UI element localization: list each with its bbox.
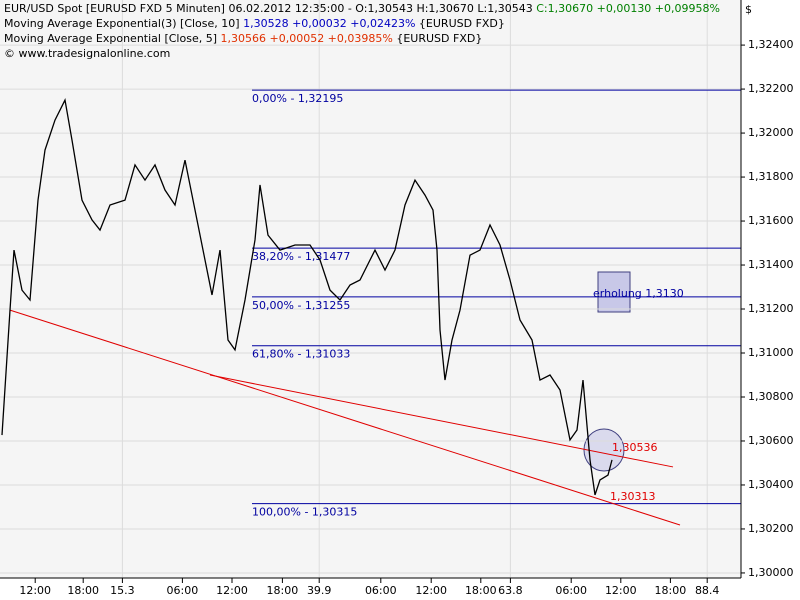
fib-label: 0,00% - 1,32195 — [252, 92, 343, 105]
x-tick-label: 18:00 — [465, 584, 497, 597]
header-text: {EURUSD FXD} — [396, 32, 482, 45]
y-tick-label: 1,31000 — [748, 346, 794, 359]
x-tick-label: 63.8 — [498, 584, 523, 597]
header-text: Moving Average Exponential(3) [Close, 10… — [4, 17, 243, 30]
y-tick-label: 1,30600 — [748, 434, 794, 447]
currency: $ — [745, 3, 752, 16]
x-tick-label: 18:00 — [655, 584, 687, 597]
header-line: EUR/USD Spot [EURUSD FXD 5 Minuten] 06.0… — [4, 2, 720, 15]
x-tick-label: 12:00 — [415, 584, 447, 597]
y-tick-label: 1,32200 — [748, 82, 794, 95]
header-text: 1,30528 +0,00032 +0,02423% — [243, 17, 419, 30]
trend-label: 1,30313 — [610, 490, 656, 503]
trend-line — [209, 374, 674, 468]
header-line: © www.tradesignalonline.com — [4, 47, 170, 60]
y-tick-label: 1,30000 — [748, 566, 794, 579]
price-line — [1, 98, 613, 496]
x-tick-label: 12:00 — [19, 584, 51, 597]
x-tick-label: 06:00 — [555, 584, 587, 597]
x-tick-label: 18:00 — [267, 584, 299, 597]
x-tick-label: 15.3 — [110, 584, 135, 597]
header-text: Moving Average Exponential [Close, 5] — [4, 32, 221, 45]
header-text: EUR/USD Spot [EURUSD FXD 5 Minuten] 06.0… — [4, 2, 355, 15]
header-text: C:1,30670 +0,00130 +0,09958% — [536, 2, 720, 15]
trend-line — [9, 309, 681, 526]
fib-label: 50,00% - 1,31255 — [252, 299, 350, 312]
header-text: {EURUSD FXD} — [419, 17, 505, 30]
header-line: Moving Average Exponential(3) [Close, 10… — [4, 17, 505, 30]
fib-label: 100,00% - 1,30315 — [252, 506, 357, 519]
x-tick-label: 12:00 — [605, 584, 637, 597]
fib-label: 61,80% - 1,31033 — [252, 348, 350, 361]
y-tick-label: 1,30800 — [748, 390, 794, 403]
header-text: O:1,30543 H:1,30670 L:1,30543 — [355, 2, 536, 15]
x-tick-label: 06:00 — [365, 584, 397, 597]
x-tick-label: 12:00 — [216, 584, 248, 597]
y-tick-label: 1,30400 — [748, 478, 794, 491]
header-line: Moving Average Exponential [Close, 5] 1,… — [4, 32, 482, 45]
y-tick-label: 1,31200 — [748, 302, 794, 315]
x-tick-label: 39.9 — [307, 584, 332, 597]
x-tick-label: 88.4 — [695, 584, 720, 597]
annotation: erholung 1,3130 — [593, 287, 684, 300]
y-tick-label: 1,31400 — [748, 258, 794, 271]
x-tick-label: 06:00 — [167, 584, 199, 597]
y-tick-label: 1,32000 — [748, 126, 794, 139]
header-text: 1,30566 +0,00052 +0,03985% — [221, 32, 397, 45]
trend-label: 1,30536 — [612, 441, 658, 454]
header-text: © www.tradesignalonline.com — [4, 47, 170, 60]
highlight-circle — [583, 428, 625, 472]
fib-label: 38,20% - 1,31477 — [252, 250, 350, 263]
y-tick-label: 1,30200 — [748, 522, 794, 535]
x-tick-label: 18:00 — [67, 584, 99, 597]
y-tick-label: 1,31800 — [748, 170, 794, 183]
y-tick-label: 1,31600 — [748, 214, 794, 227]
y-tick-label: 1,32400 — [748, 38, 794, 51]
annotation-box — [597, 271, 631, 313]
plot: 0,00% - 1,32195 38,20% - 1,31477 50,00% - … — [0, 0, 741, 578]
